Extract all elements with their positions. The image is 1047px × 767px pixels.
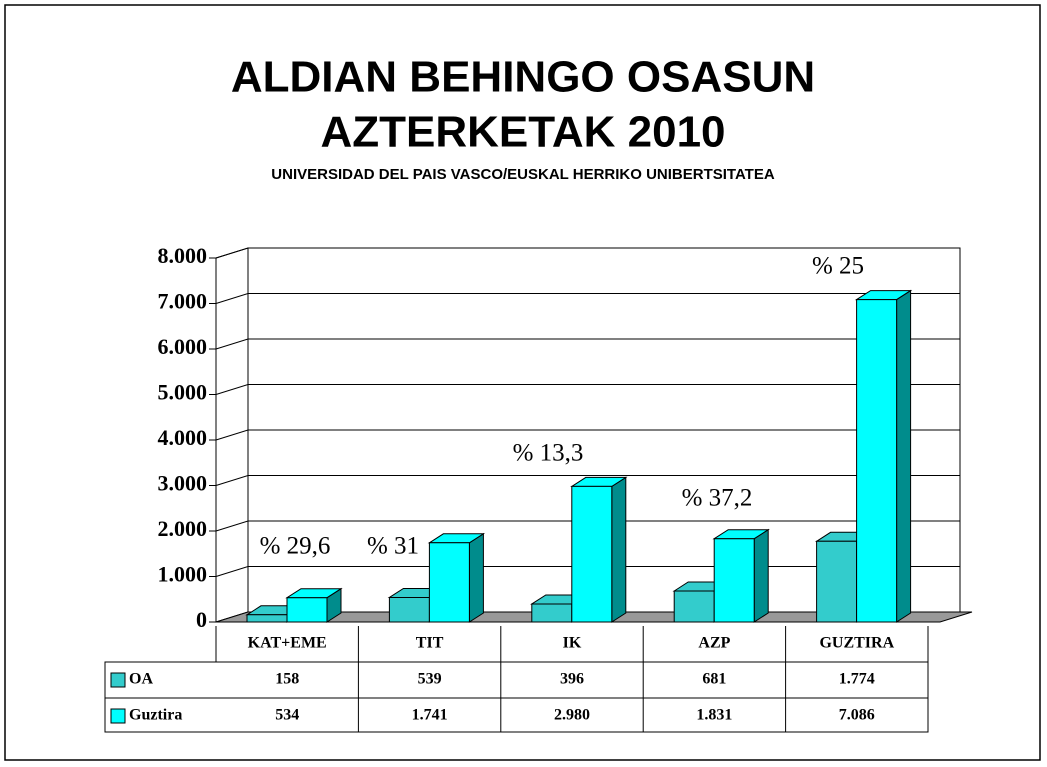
bar	[427, 532, 486, 623]
bar-face	[896, 289, 912, 623]
grid-line	[215, 384, 960, 395]
grid-line	[215, 293, 960, 304]
y-tick-label: 1.000	[158, 562, 208, 587]
y-tick-label: 6.000	[158, 334, 208, 359]
bar-face	[713, 538, 755, 623]
bar-face	[286, 597, 328, 623]
annotation: % 25	[812, 253, 864, 280]
bar	[712, 528, 770, 623]
bar	[285, 587, 343, 623]
bar-face	[753, 528, 769, 623]
bar	[854, 289, 913, 623]
bar-face	[388, 596, 430, 623]
bar-face	[468, 532, 484, 623]
table-value: 396	[560, 671, 584, 688]
table-value: 158	[275, 671, 299, 688]
y-tick-label: 8.000	[158, 243, 208, 268]
bar-face	[246, 614, 288, 623]
y-tick-label: 2.000	[158, 516, 208, 541]
bar-face	[428, 542, 470, 623]
grid-line	[215, 475, 960, 486]
annotation: % 13,3	[513, 440, 584, 467]
y-tick-label: 5.000	[158, 380, 208, 405]
table-value: 1.774	[839, 671, 875, 688]
bar-face	[531, 603, 573, 623]
x-tick-label: GUZTIRA	[819, 635, 894, 652]
bar-face	[856, 299, 898, 623]
table-value: 1.741	[412, 707, 448, 724]
y-tick-label: 7.000	[158, 289, 208, 314]
x-tick-label: KAT+EME	[248, 635, 327, 652]
chart-subtitle: UNIVERSIDAD DEL PAIS VASCO/EUSKAL HERRIK…	[271, 166, 775, 183]
bar	[570, 476, 628, 623]
grid-line	[215, 247, 960, 259]
y-tick-label: 4.000	[158, 425, 208, 450]
grid-line	[215, 520, 960, 532]
bar-face	[816, 540, 858, 623]
grid-line	[215, 429, 960, 441]
chart-title: AZTERKETAK 2010	[320, 108, 725, 157]
table-value: 681	[702, 671, 726, 688]
table-value: 539	[418, 671, 442, 688]
bar-face	[571, 485, 613, 623]
chart-title: ALDIAN BEHINGO OSASUN	[231, 53, 815, 102]
x-tick-label: IK	[563, 635, 582, 652]
annotation: % 37,2	[682, 485, 753, 512]
table-value: 2.980	[554, 707, 590, 724]
table-value: 1.831	[696, 707, 732, 724]
bar-face	[611, 476, 627, 623]
table-border	[104, 626, 929, 733]
table-value: 7.086	[839, 707, 875, 724]
legend-swatch	[110, 672, 126, 688]
legend-label: OA	[129, 671, 153, 688]
x-tick-label: TIT	[416, 635, 444, 652]
bar-face	[673, 590, 715, 623]
y-tick-label: 3.000	[158, 471, 208, 496]
annotation: % 29,6	[260, 533, 331, 560]
grid-line	[215, 338, 960, 350]
annotation: % 31	[367, 533, 419, 560]
table-value: 534	[275, 707, 299, 724]
y-tick-label: 0	[196, 607, 207, 632]
legend-swatch	[110, 708, 126, 724]
legend-label: Guztira	[129, 707, 182, 724]
x-tick-label: AZP	[698, 635, 730, 652]
